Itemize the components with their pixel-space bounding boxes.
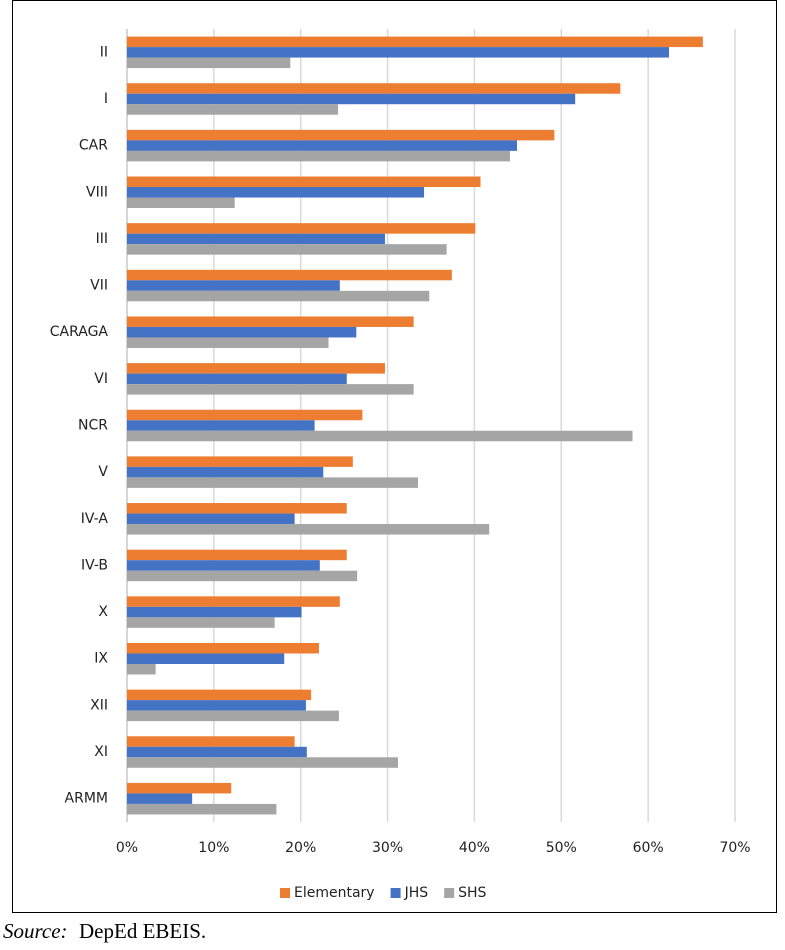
x-tick-label: 50% <box>546 840 577 856</box>
chart-border <box>12 0 777 913</box>
y-tick-label: IV-A <box>81 511 109 527</box>
x-tick-label: 30% <box>372 840 403 856</box>
bar <box>127 269 452 281</box>
bar <box>127 384 414 395</box>
bar <box>127 316 414 327</box>
bar <box>127 373 347 385</box>
bar <box>127 93 576 105</box>
x-tick-label: 0% <box>116 840 138 856</box>
bar <box>127 663 156 675</box>
y-tick-label: XII <box>90 697 108 713</box>
legend-swatch <box>280 888 290 898</box>
bar <box>127 524 490 535</box>
bar <box>127 197 235 209</box>
y-tick-label: VIII <box>86 184 108 200</box>
source-label: Source: <box>3 919 68 943</box>
legend-swatch <box>390 888 401 898</box>
bar <box>127 477 418 488</box>
bar <box>127 420 315 431</box>
bar <box>127 280 340 291</box>
bar <box>127 617 275 628</box>
bar <box>127 793 193 804</box>
x-tick-label: 60% <box>633 840 664 856</box>
bar <box>127 337 329 348</box>
bar <box>127 290 430 302</box>
y-tick-label: I <box>104 91 108 107</box>
bar <box>127 430 633 442</box>
y-tick-label: CARAGA <box>50 324 109 340</box>
source: DepEd EBEIS. <box>79 919 206 943</box>
y-tick-label: ARMM <box>65 791 108 807</box>
bar <box>127 642 319 654</box>
bar <box>127 104 339 115</box>
bar <box>127 782 232 794</box>
bar <box>127 326 357 338</box>
bar <box>127 466 324 478</box>
bar <box>127 700 306 711</box>
x-tick-label: 70% <box>719 840 750 856</box>
bar <box>127 560 320 571</box>
bar <box>127 244 447 255</box>
bar <box>127 503 347 514</box>
bar <box>127 363 385 374</box>
bar <box>127 223 476 234</box>
bar <box>127 456 353 467</box>
bar <box>127 140 517 151</box>
y-tick-label: IX <box>94 651 108 667</box>
bar <box>127 409 363 421</box>
bar <box>127 803 277 815</box>
y-tick-label: X <box>98 604 108 620</box>
bar <box>127 187 425 198</box>
legend-swatch <box>444 888 455 898</box>
y-tick-label: XI <box>94 744 108 760</box>
bar <box>127 689 312 701</box>
bar <box>127 129 555 141</box>
x-tick-label: 10% <box>198 840 229 856</box>
y-tick-label: VI <box>94 371 108 387</box>
x-tick-label: 20% <box>285 840 316 856</box>
bar <box>127 606 302 618</box>
legend-label: SHS <box>458 885 486 901</box>
bar <box>127 36 703 48</box>
y-tick-label: II <box>100 44 108 60</box>
bar <box>127 176 481 188</box>
y-tick-label: III <box>96 231 108 247</box>
bar <box>127 57 291 69</box>
y-tick-label: CAR <box>79 138 108 154</box>
legend-label: JHS <box>404 885 429 901</box>
bar <box>127 513 295 525</box>
bar <box>127 710 339 722</box>
y-tick-label: V <box>98 464 108 480</box>
bar <box>127 83 621 94</box>
x-tick-label: 40% <box>459 840 490 856</box>
bar <box>127 549 347 561</box>
bar <box>127 47 669 58</box>
y-tick-label: IV-B <box>81 557 108 573</box>
y-tick-label: NCR <box>78 418 108 434</box>
bar <box>127 746 307 758</box>
bar <box>127 757 398 768</box>
y-tick-label: VII <box>90 278 108 294</box>
bar <box>127 653 285 664</box>
bar <box>127 570 358 582</box>
bar <box>127 596 340 607</box>
legend-label: Elementary <box>294 885 375 901</box>
bar <box>127 150 511 162</box>
bar <box>127 233 385 245</box>
bar <box>127 736 295 747</box>
